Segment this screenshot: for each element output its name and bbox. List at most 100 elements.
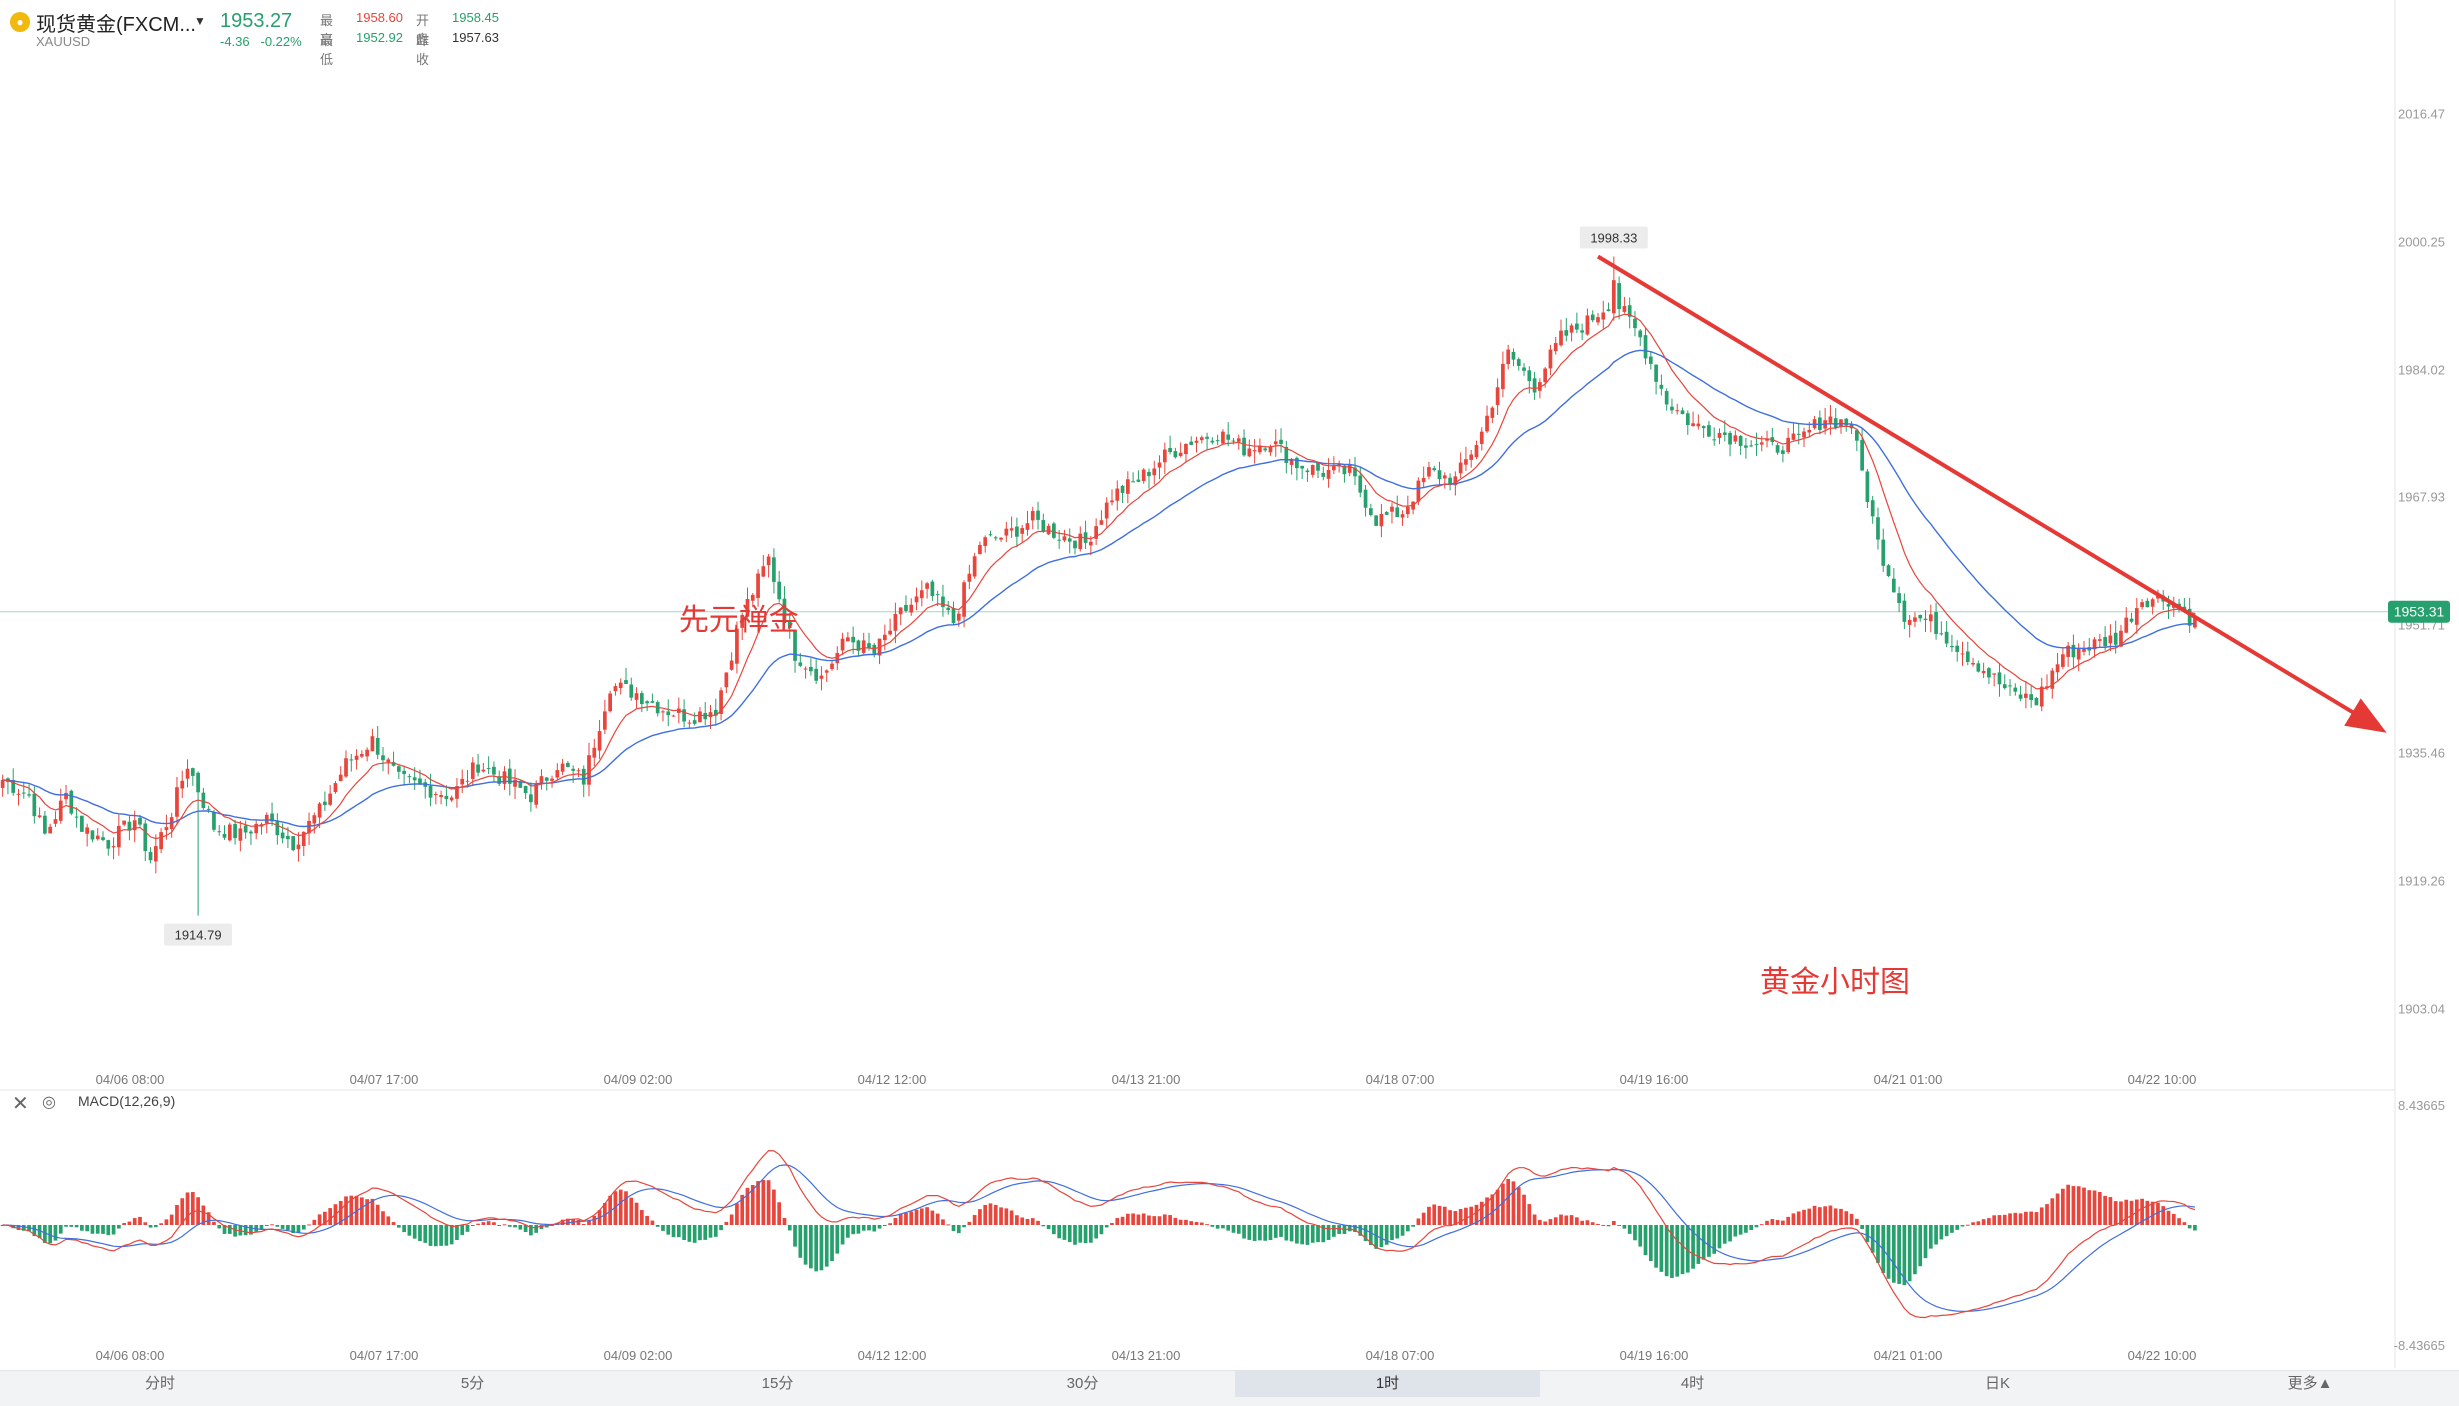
candle bbox=[882, 634, 887, 641]
candle bbox=[1580, 330, 1584, 333]
period-tab-30min[interactable]: 30分 bbox=[1066, 1375, 1099, 1392]
close-icon[interactable]: ✕ bbox=[12, 1093, 29, 1115]
candle bbox=[1458, 462, 1463, 474]
macd-bar bbox=[1057, 1225, 1062, 1239]
macd-bar bbox=[1273, 1225, 1278, 1238]
candle bbox=[729, 660, 734, 670]
macd-bar bbox=[624, 1191, 628, 1225]
candle bbox=[391, 762, 396, 766]
current-price-tag: 1953.31 bbox=[2394, 604, 2445, 620]
candle bbox=[1078, 533, 1083, 550]
macd-bar bbox=[1073, 1225, 1077, 1245]
macd-bar bbox=[1178, 1219, 1183, 1225]
candle bbox=[518, 781, 523, 788]
candle bbox=[1707, 425, 1711, 437]
candle bbox=[566, 762, 570, 767]
macd-bar bbox=[1226, 1225, 1231, 1231]
settings-icon[interactable]: ◎ bbox=[42, 1094, 56, 1111]
macd-bar bbox=[418, 1225, 422, 1242]
candle bbox=[360, 753, 364, 757]
candle bbox=[534, 784, 539, 805]
price-axis-tick: 1903.04 bbox=[2398, 1001, 2445, 1016]
macd-bar bbox=[1421, 1212, 1426, 1225]
time-axis-tick: 04/09 02:00 bbox=[604, 1072, 673, 1087]
period-tab-day[interactable]: 日K bbox=[1984, 1375, 2010, 1392]
candle bbox=[1844, 418, 1849, 426]
macd-bar bbox=[761, 1179, 766, 1225]
period-tab-5min[interactable]: 5分 bbox=[460, 1375, 485, 1392]
macd-bar bbox=[1157, 1216, 1162, 1225]
candle bbox=[671, 715, 676, 717]
macd-bar bbox=[956, 1225, 961, 1234]
macd-label: MACD(12,26,9) bbox=[78, 1093, 176, 1109]
macd-bar bbox=[280, 1225, 285, 1229]
candle bbox=[2018, 694, 2023, 699]
candle bbox=[740, 615, 745, 628]
macd-bar bbox=[2166, 1210, 2171, 1225]
macd-bar bbox=[1860, 1225, 1864, 1229]
candle bbox=[58, 800, 63, 821]
macd-bar bbox=[1194, 1221, 1199, 1225]
candle bbox=[1353, 467, 1357, 477]
macd-bar bbox=[507, 1225, 512, 1227]
macd-bar bbox=[1854, 1218, 1859, 1225]
macd-bar bbox=[275, 1225, 280, 1227]
macd-bar bbox=[481, 1222, 486, 1225]
candle bbox=[1057, 539, 1062, 541]
candle bbox=[153, 846, 158, 862]
candle bbox=[1918, 614, 1923, 619]
candle bbox=[993, 537, 998, 539]
period-tab-1min[interactable]: 分时 bbox=[144, 1375, 175, 1392]
macd-bar bbox=[127, 1221, 132, 1225]
macd-bar bbox=[1654, 1225, 1658, 1268]
macd-bar bbox=[523, 1225, 528, 1233]
period-tab-4hour[interactable]: 4时 bbox=[1680, 1375, 1705, 1392]
macd-bar bbox=[95, 1225, 100, 1234]
macd-bar bbox=[1744, 1225, 1748, 1233]
candle bbox=[386, 759, 391, 762]
candle bbox=[1712, 439, 1717, 441]
macd-bar bbox=[407, 1225, 412, 1236]
macd-bar bbox=[756, 1181, 760, 1225]
macd-bar bbox=[301, 1225, 306, 1230]
macd-bar bbox=[2124, 1199, 2129, 1225]
candle bbox=[772, 557, 776, 582]
candle bbox=[787, 620, 792, 629]
candle bbox=[1194, 440, 1199, 443]
candle bbox=[793, 631, 797, 661]
macd-bar bbox=[58, 1225, 63, 1234]
candle bbox=[999, 537, 1003, 540]
macd-bar bbox=[180, 1198, 185, 1225]
period-tab-15min[interactable]: 15分 bbox=[761, 1375, 794, 1392]
candle bbox=[349, 759, 354, 761]
candle bbox=[2002, 684, 2007, 689]
macd-bar bbox=[1268, 1225, 1273, 1240]
candle bbox=[2108, 635, 2113, 644]
chevron-down-icon[interactable]: ▼ bbox=[194, 14, 206, 28]
candle bbox=[138, 817, 142, 825]
macd-bar bbox=[1358, 1225, 1363, 1236]
macd-bar bbox=[1939, 1225, 1944, 1240]
macd-bar bbox=[1432, 1204, 1437, 1225]
macd-bar bbox=[1897, 1225, 1901, 1284]
macd-bar bbox=[492, 1222, 496, 1225]
candle bbox=[1791, 433, 1796, 440]
candle bbox=[1479, 431, 1484, 444]
peak-label-bg bbox=[1579, 226, 1648, 249]
macd-bar bbox=[2029, 1211, 2034, 1225]
candle bbox=[148, 852, 153, 861]
symbol-name[interactable]: 现货黄金(FXCM... bbox=[36, 14, 196, 36]
candle bbox=[1368, 508, 1373, 516]
macd-bar bbox=[840, 1225, 845, 1245]
candle bbox=[0, 780, 5, 788]
candle bbox=[264, 814, 269, 824]
macd-bar bbox=[793, 1225, 797, 1247]
macd-bar bbox=[1844, 1211, 1849, 1225]
candle bbox=[69, 790, 74, 814]
macd-bar bbox=[43, 1225, 47, 1243]
macd-bar bbox=[713, 1225, 718, 1237]
more-button[interactable]: 更多▲ bbox=[2287, 1375, 2333, 1392]
macd-bar bbox=[1062, 1225, 1067, 1240]
candle bbox=[1807, 429, 1812, 433]
period-tab-1hour[interactable]: 1时 bbox=[1235, 1371, 1540, 1397]
